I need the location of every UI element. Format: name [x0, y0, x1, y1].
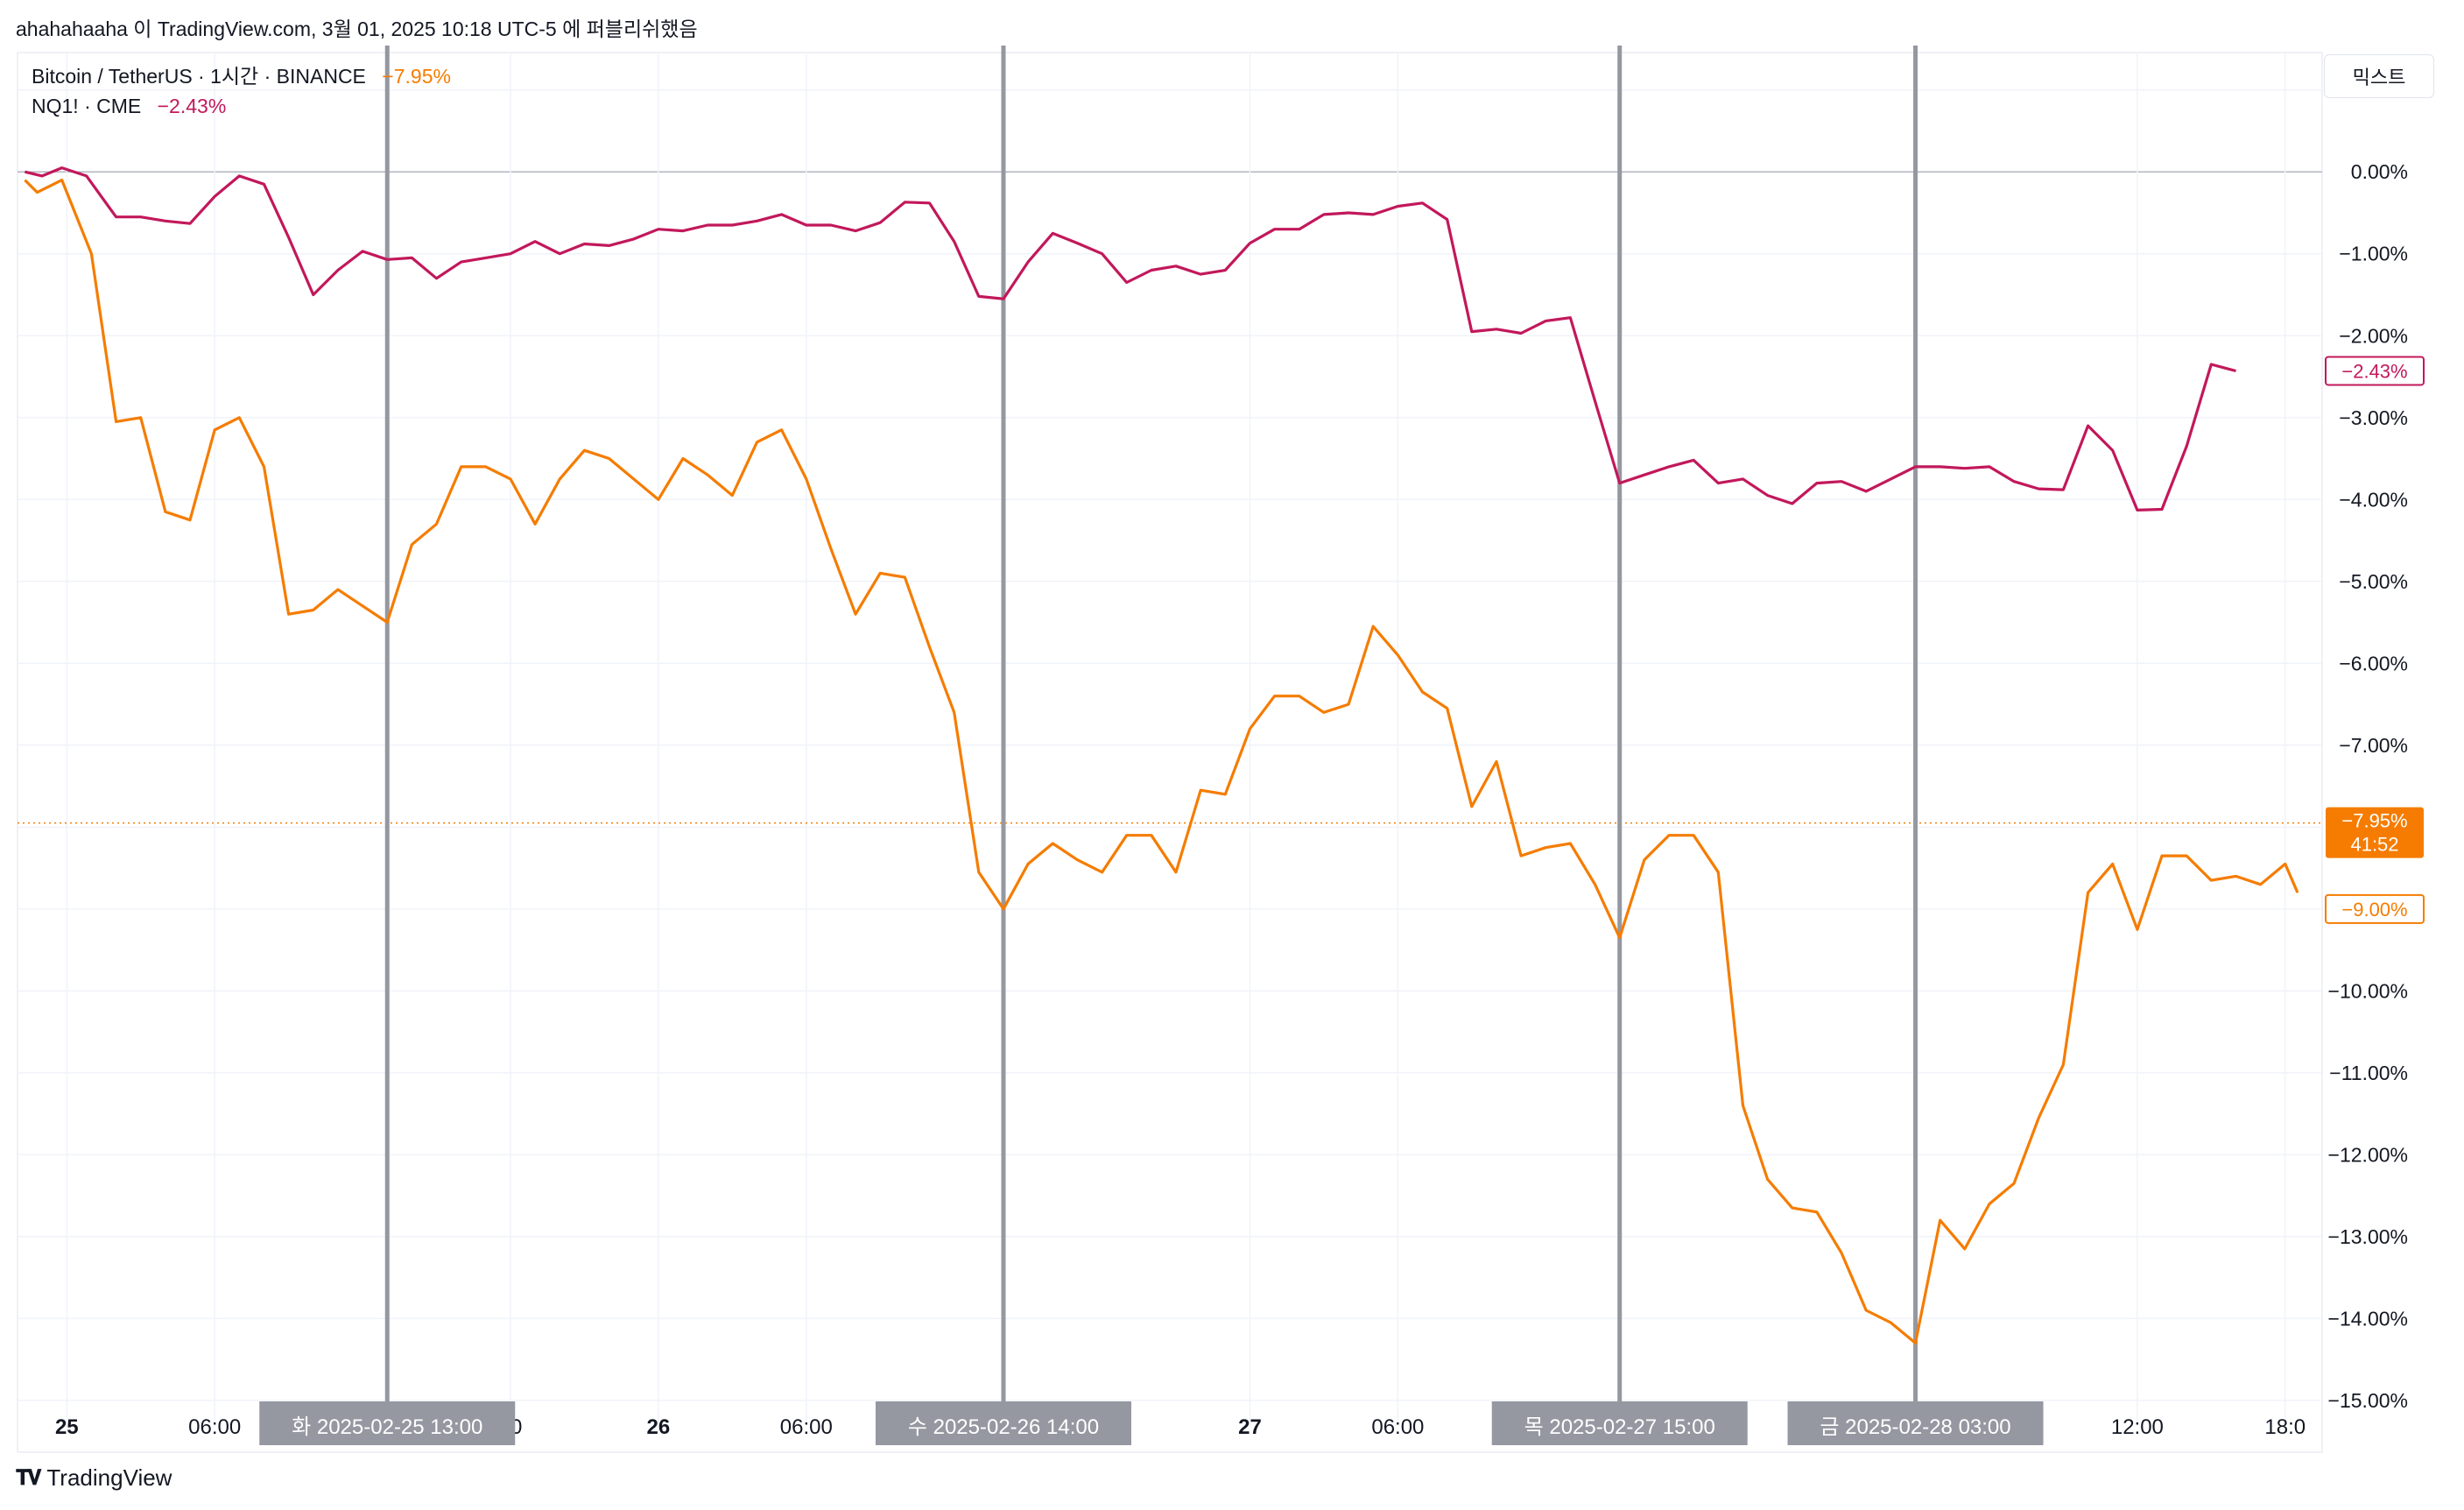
- legend-btc-name: Bitcoin / TetherUS · 1시간 · BINANCE: [32, 65, 366, 88]
- y-tick-label: −13.00%: [2328, 1225, 2408, 1248]
- grid-layer: [17, 52, 2323, 1453]
- price-labels: −2.43% −7.95%41:52 −9.00%: [2325, 356, 2425, 924]
- y-axis: 1.00%0.00%−1.00%−2.00%−3.00%−4.00%−5.00%…: [2328, 79, 2408, 1412]
- marker-date-label-bg: [875, 1401, 1131, 1445]
- y-tick-label: −3.00%: [2339, 406, 2408, 429]
- plot-frame: [17, 52, 2323, 1453]
- marker-date-label-bg: [259, 1401, 516, 1445]
- y-tick-label: −6.00%: [2339, 652, 2408, 674]
- x-tick-label: 06:00: [188, 1415, 241, 1439]
- marker-date-label: 목 2025-02-27 15:00: [1524, 1415, 1715, 1439]
- price-label-countdown: 41:52: [2350, 834, 2398, 856]
- legend-row-nq[interactable]: NQ1! · CME −2.43%: [32, 91, 451, 121]
- y-tick-label: −5.00%: [2339, 570, 2408, 593]
- legend-row-btc[interactable]: Bitcoin / TetherUS · 1시간 · BINANCE −7.95…: [32, 61, 451, 91]
- x-tick-label: 06:00: [780, 1415, 833, 1439]
- marker-date-label-bg: [1787, 1401, 2044, 1445]
- price-label-text: −2.43%: [2341, 360, 2407, 382]
- tradingview-logo-icon: 𝐓𝐕: [16, 1465, 41, 1490]
- price-label-bg: [2326, 807, 2424, 858]
- publish-caption: ahahahaaha 이 TradingView.com, 3월 01, 202…: [16, 18, 698, 40]
- marker-labels: 화 2025-02-25 13:00 수 2025-02-26 14:00 목 20…: [259, 1401, 2044, 1445]
- footer-brand[interactable]: 𝐓𝐕 TradingView: [16, 1464, 172, 1492]
- y-tick-label: −11.00%: [2329, 1062, 2408, 1084]
- x-tick-label: 26: [647, 1415, 671, 1439]
- y-tick-label: −12.00%: [2328, 1143, 2408, 1166]
- y-tick-label: −15.00%: [2328, 1389, 2408, 1412]
- y-tick-label: 0.00%: [2351, 160, 2408, 183]
- y-tick-label: −10.00%: [2328, 979, 2408, 1002]
- marker-lines: [384, 46, 1918, 1401]
- x-tick-label: 18:0: [2264, 1415, 2306, 1439]
- x-tick-label: 12:00: [2111, 1415, 2164, 1439]
- y-tick-label: −4.00%: [2339, 488, 2408, 511]
- price-label-bg: [2325, 356, 2425, 386]
- legend-btc-change: −7.95%: [382, 65, 451, 88]
- footer-brand-label: TradingView: [46, 1464, 172, 1491]
- marker-date-label-bg: [1491, 1401, 1748, 1445]
- series-line-btc: [24, 179, 2299, 1344]
- marker-date-label: 금 2025-02-28 03:00: [1820, 1415, 2010, 1439]
- y-tick-label: −7.00%: [2339, 734, 2408, 757]
- x-tick-label: 25: [55, 1415, 79, 1439]
- mixed-scale-button[interactable]: 믹스트: [2324, 54, 2434, 98]
- x-tick-label: 06:00: [1371, 1415, 1424, 1439]
- y-tick-label: −1.00%: [2339, 243, 2408, 265]
- series-layer: [24, 166, 2299, 1344]
- legend-nq-name: NQ1! · CME: [32, 95, 142, 117]
- price-label-text: −9.00%: [2341, 899, 2407, 921]
- price-label-bg: [2325, 893, 2425, 924]
- series-line-nq: [25, 166, 2236, 512]
- chart-legend: Bitcoin / TetherUS · 1시간 · BINANCE −7.95…: [32, 61, 451, 121]
- y-tick-label: −2.00%: [2339, 324, 2408, 347]
- x-tick-label: 27: [1238, 1415, 1262, 1439]
- marker-date-label: 수 2025-02-26 14:00: [908, 1415, 1099, 1439]
- price-label-text: −7.95%: [2341, 810, 2407, 832]
- legend-nq-change: −2.43%: [157, 95, 227, 117]
- y-tick-label: −14.00%: [2328, 1307, 2408, 1330]
- marker-date-label: 화 2025-02-25 13:00: [292, 1415, 482, 1439]
